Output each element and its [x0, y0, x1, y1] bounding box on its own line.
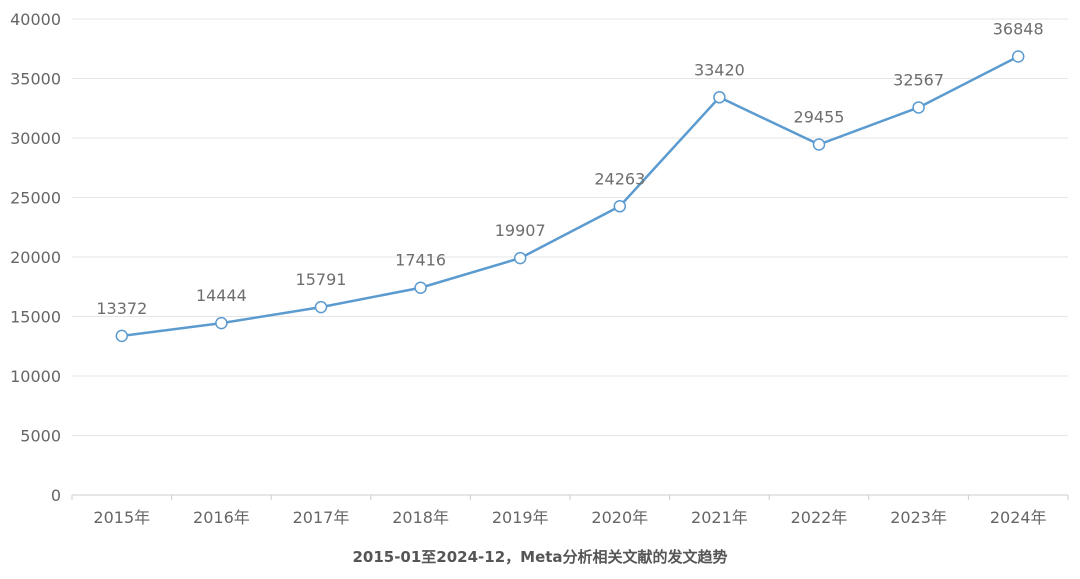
x-tick-label: 2018年: [392, 508, 449, 527]
data-point[interactable]: [414, 281, 427, 294]
line-chart: 0 5000 10000 15000 20000 25000 30000 35000 40000…: [10, 10, 1069, 527]
data-label: 13372: [96, 299, 147, 318]
data-label: 24263: [594, 169, 645, 188]
data-point[interactable]: [115, 329, 129, 343]
y-tick-label: 40000: [10, 10, 61, 29]
data-labels: 13372 14444 15791 17416 19907 24263 33420 29455…: [96, 20, 1043, 318]
data-point[interactable]: [314, 300, 328, 314]
y-tick-label: 0: [51, 486, 61, 505]
x-tick-label: 2015年: [93, 508, 150, 527]
data-label: 15791: [296, 270, 347, 289]
x-tick-label: 2019年: [492, 508, 549, 527]
y-tick-label: 35000: [10, 70, 61, 89]
data-label: 14444: [196, 286, 247, 305]
data-label: 17416: [395, 251, 446, 270]
data-label: 32567: [893, 70, 944, 89]
series-layer: [115, 50, 1025, 343]
y-axis-ticks: 0 5000 10000 15000 20000 25000 30000 35000 40000: [10, 10, 61, 505]
series-line: [121, 55, 1019, 338]
data-point[interactable]: [513, 251, 527, 265]
data-point[interactable]: [613, 200, 627, 213]
data-label: 29455: [794, 107, 845, 126]
x-tick-label: 2017年: [293, 508, 350, 527]
x-tick-label: 2021年: [691, 508, 748, 527]
data-point[interactable]: [713, 91, 726, 104]
x-tick-label: 2020年: [591, 508, 648, 527]
y-tick-label: 30000: [10, 129, 61, 148]
data-point[interactable]: [215, 316, 228, 330]
data-label: 19907: [495, 221, 546, 240]
x-tick-label: 2022年: [791, 508, 848, 527]
y-tick-label: 15000: [10, 308, 61, 327]
data-point[interactable]: [912, 101, 925, 114]
chart-title: 2015-01至2024-12，Meta分析相关文献的发文趋势: [352, 548, 728, 566]
x-tick-label: 2024年: [990, 508, 1047, 527]
y-tick-label: 25000: [10, 189, 61, 208]
x-tick-label: 2023年: [890, 508, 947, 527]
data-point[interactable]: [812, 138, 826, 151]
data-label: 36848: [993, 20, 1044, 39]
data-label: 33420: [694, 60, 745, 79]
x-tick-label: 2016年: [193, 508, 250, 527]
grid-layer: [72, 18, 1068, 496]
data-point[interactable]: [1011, 50, 1025, 63]
y-tick-label: 5000: [20, 427, 61, 446]
y-tick-label: 20000: [10, 248, 61, 267]
y-tick-label: 10000: [10, 367, 61, 386]
x-axis-ticks: 2015年 2016年 2017年 2018年 2019年 2020年 2021年 2022年…: [71, 495, 1069, 527]
